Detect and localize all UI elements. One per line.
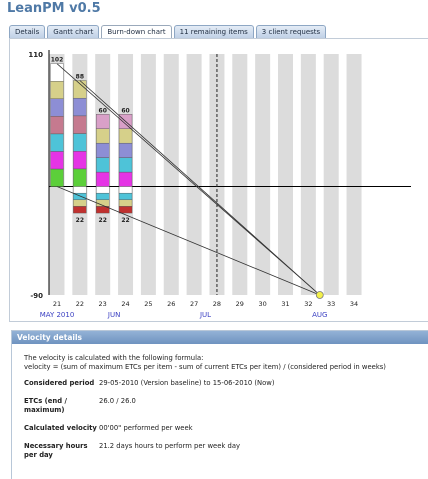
bar-segment-negative <box>118 199 133 207</box>
velocity-row-label: ETCs (end / maximum) <box>24 397 67 414</box>
month-label: MAY 2010 <box>40 311 75 319</box>
tab-gantt-chart[interactable]: Gantt chart <box>47 25 100 38</box>
grid-band <box>163 54 179 295</box>
velocity-formula-intro: The velocity is calculated with the foll… <box>24 354 204 362</box>
bar-segment <box>95 157 110 173</box>
velocity-header: Velocity details <box>12 331 428 344</box>
y-tick-label: 110 <box>28 51 43 59</box>
bar-segment <box>95 114 110 129</box>
y-tick-label: -90 <box>30 292 43 300</box>
bar-segment <box>50 63 64 82</box>
burn-down-chart: 110 -90 102 88 22 60 22 60 22 21 22 23 24 25 26 27 28 29 3… <box>28 50 411 319</box>
grid-band <box>278 54 293 295</box>
bar-segment <box>95 128 110 144</box>
bar-top-label: 60 <box>121 107 129 114</box>
x-tick-label: 21 <box>53 300 61 308</box>
bar-segment-negative <box>95 192 110 201</box>
bar-segment <box>73 97 87 117</box>
bar-segment <box>73 115 87 134</box>
tab-bar: Details Gantt chart Burn-down chart 11 r… <box>9 25 328 39</box>
grid-band <box>186 54 202 295</box>
month-label: JUN <box>107 311 120 319</box>
x-tick-label: 34 <box>350 300 358 308</box>
tab-remaining-items[interactable]: 11 remaining items <box>173 25 254 38</box>
app-title: LeanPM v0.5 <box>7 1 101 16</box>
bar-top-label: 60 <box>99 107 107 114</box>
velocity-row: Considered period 29-05-2010 (Version ba… <box>24 379 424 388</box>
bar-segment-negative <box>95 206 110 214</box>
velocity-row-value: 21.2 days hours to perform per week day <box>99 442 241 450</box>
tab-client-requests[interactable]: 3 client requests <box>255 25 327 38</box>
bar-segment <box>50 133 64 152</box>
grid-band <box>140 54 156 295</box>
grid-band <box>255 54 271 295</box>
bar-segment-negative <box>95 186 110 194</box>
trend-line <box>56 186 320 296</box>
bar-bottom-label: 22 <box>99 217 107 224</box>
bar-segment <box>73 133 87 152</box>
grid-band <box>232 54 248 295</box>
bar-segment-negative <box>73 199 87 207</box>
bar-segment-negative <box>73 186 87 194</box>
bar-segment <box>73 168 87 187</box>
bar-segment <box>50 98 64 117</box>
bar-segment <box>73 80 87 99</box>
bar-segment <box>50 116 64 135</box>
bar-segment <box>118 171 133 187</box>
velocity-row-value: 29-05-2010 (Version baseline) to 15-06-2… <box>99 379 275 387</box>
velocity-row-label: Necessary hours per day <box>24 442 88 459</box>
x-tick-label: 25 <box>144 300 152 308</box>
x-tick-label: 28 <box>213 300 221 308</box>
velocity-formula: velocity = (sum of maximum ETCs per item… <box>24 363 386 371</box>
bar-bottom-label: 22 <box>76 217 84 224</box>
grid-band <box>346 54 362 295</box>
x-tick-label: 29 <box>236 300 244 308</box>
x-tick-label: 24 <box>121 300 129 308</box>
month-label: AUG <box>312 311 327 319</box>
x-tick-label: 27 <box>190 300 198 308</box>
velocity-rows: Considered period 29-05-2010 (Version ba… <box>24 379 424 469</box>
trend-line <box>79 80 321 296</box>
grid-band <box>323 54 339 295</box>
bar-segment-negative <box>73 206 87 214</box>
velocity-formula-text: The velocity is calculated with the foll… <box>24 354 428 372</box>
bar-segment <box>118 128 133 144</box>
bar-top-label: 102 <box>51 57 64 64</box>
bar-segment <box>50 168 64 187</box>
bar-segment <box>95 142 110 158</box>
tab-burn-down-chart[interactable]: Burn-down chart <box>101 25 172 39</box>
trend-line <box>56 63 321 296</box>
velocity-row-label: Considered period <box>24 379 95 387</box>
bar-bottom-label: 22 <box>121 217 129 224</box>
bar-segment <box>73 151 87 170</box>
velocity-row-value: 00'00" performed per week <box>99 424 193 432</box>
bar-segment-negative <box>118 206 133 214</box>
velocity-row-label: Calculated velocity <box>24 424 97 432</box>
velocity-panel: Velocity details The velocity is calcula… <box>11 330 428 479</box>
target-point <box>315 291 324 299</box>
bar-segment-negative <box>118 186 133 194</box>
x-tick-label: 22 <box>76 300 84 308</box>
bar-top-label: 88 <box>76 74 84 81</box>
x-tick-label: 30 <box>259 300 267 308</box>
x-tick-label: 31 <box>281 300 289 308</box>
month-label: JUL <box>199 311 211 319</box>
bar-segment <box>95 171 110 187</box>
bar-segment <box>118 142 133 158</box>
velocity-row: ETCs (end / maximum) 26.0 / 26.0 <box>24 397 424 415</box>
bar-segment <box>50 151 64 170</box>
bar-segment-negative <box>118 192 133 201</box>
x-tick-label: 26 <box>167 300 175 308</box>
bar-segment <box>50 80 64 99</box>
bar-segment <box>118 157 133 173</box>
velocity-row-value: 26.0 / 26.0 <box>99 397 136 405</box>
grid-band <box>300 54 316 295</box>
x-tick-label: 32 <box>304 300 312 308</box>
velocity-row: Necessary hours per day 21.2 days hours … <box>24 442 424 460</box>
x-tick-label: 23 <box>99 300 107 308</box>
tab-details[interactable]: Details <box>9 25 46 38</box>
x-tick-label: 33 <box>327 300 335 308</box>
velocity-row: Calculated velocity 00'00" performed per… <box>24 424 424 433</box>
